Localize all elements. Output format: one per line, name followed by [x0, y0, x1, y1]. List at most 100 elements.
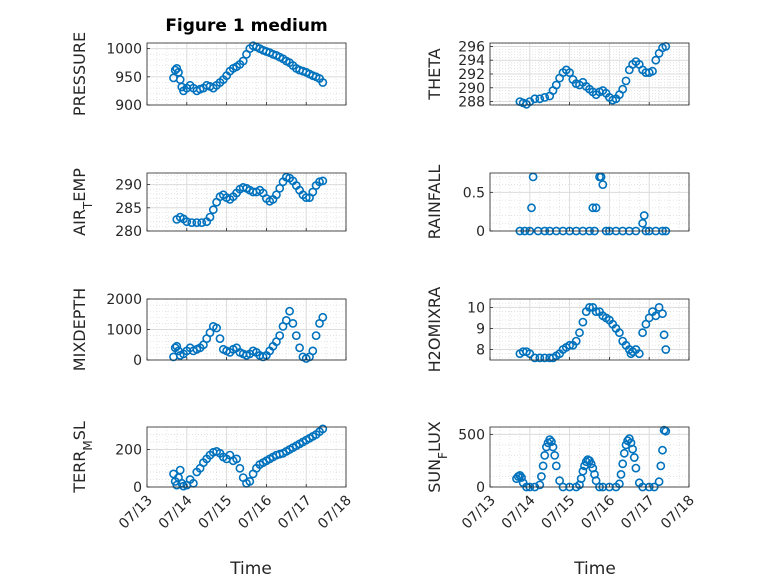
data-point — [301, 193, 311, 202]
data-point — [658, 445, 667, 455]
data-point — [530, 94, 540, 104]
data-point — [291, 331, 301, 340]
data-point — [527, 203, 536, 213]
data-point — [545, 435, 555, 444]
data-point — [275, 331, 285, 340]
subplot-air-temp: 280 285 290 AIRTEMP — [70, 168, 347, 240]
y-tick-label: 296 — [458, 39, 485, 55]
x-axis-label-right: Time — [573, 559, 616, 579]
data-point — [215, 334, 225, 343]
data-point — [245, 476, 255, 486]
data-point — [238, 56, 248, 66]
data-point — [182, 217, 192, 227]
data-point — [212, 323, 221, 333]
data-point — [658, 309, 667, 319]
data-point — [654, 477, 664, 487]
data-point — [538, 461, 548, 471]
plot-area — [490, 173, 689, 231]
data-point — [619, 448, 629, 458]
data-point — [634, 349, 644, 359]
data-point — [591, 203, 601, 213]
data-point — [661, 345, 671, 354]
y-tick-label: 500 — [458, 427, 485, 443]
data-point — [585, 302, 594, 312]
data-point — [192, 218, 202, 227]
data-point — [550, 450, 560, 460]
y-tick-label: 0 — [476, 480, 485, 496]
axes-box — [146, 172, 347, 232]
data-point — [311, 331, 321, 340]
data-point — [288, 318, 298, 328]
data-point — [631, 463, 641, 473]
y-tick-label: 290 — [115, 178, 142, 194]
y-axis-label: MIXDEPTH — [70, 288, 89, 371]
y-tick-label: 280 — [115, 224, 142, 240]
axes-box — [489, 172, 690, 232]
y-tick-label: 0 — [476, 224, 485, 240]
data-point — [648, 66, 657, 76]
data-point — [172, 341, 182, 351]
y-axis-label: AIRTEMP — [70, 168, 95, 236]
y-axis-label: THETA — [425, 48, 444, 100]
data-point — [639, 211, 649, 220]
y-tick-label: 2000 — [106, 292, 142, 308]
data-point — [638, 218, 647, 228]
data-point — [651, 55, 661, 65]
data-point — [586, 459, 596, 469]
data-point — [618, 84, 628, 94]
data-point — [285, 306, 294, 316]
data-point — [318, 78, 328, 87]
data-point — [318, 424, 328, 434]
data-point — [205, 212, 215, 222]
data-point — [540, 450, 550, 460]
y-tick-label: 288 — [458, 95, 485, 111]
subplot-rainfall: 0 0.5 RAINFALL — [425, 165, 690, 240]
data-point — [318, 176, 328, 186]
data-point — [629, 453, 639, 462]
y-tick-label: 285 — [115, 201, 142, 217]
data-point — [540, 93, 550, 102]
data-point — [565, 68, 574, 77]
data-point — [232, 454, 241, 464]
data-point — [535, 94, 545, 104]
data-point — [187, 218, 197, 227]
chart-title: Figure 1 medium — [165, 16, 327, 36]
data-point — [308, 346, 318, 356]
data-point — [621, 76, 631, 86]
y-tick-label: 950 — [115, 70, 142, 86]
data-point — [571, 336, 581, 346]
y-tick-label: 900 — [115, 98, 142, 114]
y-axis-label: H2OMIXRA — [425, 287, 444, 373]
data-point — [175, 465, 185, 475]
y-tick-label: 10 — [467, 300, 485, 316]
y-tick-label: 1000 — [106, 42, 142, 58]
x-axis-label-left: Time — [229, 559, 272, 579]
y-tick-label: 1000 — [106, 323, 142, 339]
data-point — [659, 330, 669, 340]
data-point — [628, 444, 637, 454]
y-tick-label: 200 — [115, 443, 142, 459]
data-point — [547, 437, 556, 447]
data-point — [208, 205, 218, 215]
data-point — [197, 218, 207, 227]
data-point — [615, 328, 624, 338]
y-axis-label: RAINFALL — [425, 165, 444, 240]
data-point — [565, 340, 574, 350]
y-tick-label: 294 — [458, 53, 485, 69]
data-point — [578, 317, 588, 327]
data-point — [591, 307, 601, 316]
data-point — [535, 480, 545, 490]
data-point — [588, 203, 598, 213]
data-point — [551, 461, 561, 471]
y-tick-label: 0.5 — [463, 185, 485, 201]
data-point — [540, 353, 550, 363]
data-point — [598, 180, 608, 189]
subplot-pressure: 900 950 1000 PRESSURE Figure 1 medium — [70, 16, 347, 116]
y-axis-label: SUNFLUX — [425, 421, 450, 493]
y-tick-label: 9 — [476, 321, 485, 337]
data-point — [616, 469, 626, 479]
data-point — [235, 463, 245, 473]
